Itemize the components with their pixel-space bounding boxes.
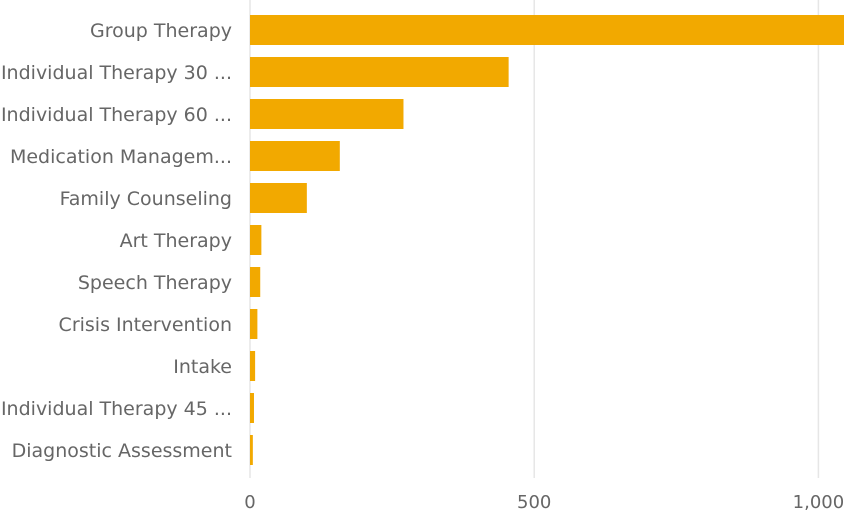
- x-tick-label: 0: [244, 492, 255, 513]
- bar[interactable]: [250, 435, 253, 465]
- category-label: Individual Therapy 60 ...: [1, 104, 232, 126]
- category-label: Medication Managem...: [10, 146, 232, 168]
- bar[interactable]: [250, 309, 258, 339]
- category-label: Individual Therapy 45 ...: [1, 398, 232, 420]
- bar[interactable]: [250, 99, 404, 129]
- category-label: Group Therapy: [90, 20, 232, 42]
- category-label: Art Therapy: [120, 230, 232, 252]
- bar[interactable]: [250, 141, 340, 171]
- bar[interactable]: [250, 183, 307, 213]
- bars: [250, 15, 844, 465]
- category-labels: Group Therapy Individual Therapy 30 ... In…: [1, 20, 232, 462]
- bar[interactable]: [250, 267, 261, 297]
- category-label: Speech Therapy: [78, 272, 232, 294]
- category-label: Individual Therapy 30 ...: [1, 62, 232, 84]
- bar[interactable]: [250, 15, 844, 45]
- category-label: Diagnostic Assessment: [12, 440, 232, 462]
- bar[interactable]: [250, 57, 509, 87]
- category-label: Intake: [173, 356, 232, 378]
- x-axis-tick-labels: 0 500 1,000: [244, 492, 844, 513]
- bar[interactable]: [250, 393, 254, 423]
- category-label: Crisis Intervention: [59, 314, 232, 336]
- x-tick-label: 1,000: [793, 492, 845, 513]
- bar[interactable]: [250, 351, 256, 381]
- bar[interactable]: [250, 225, 262, 255]
- category-label: Family Counseling: [60, 188, 232, 210]
- x-tick-label: 500: [517, 492, 551, 513]
